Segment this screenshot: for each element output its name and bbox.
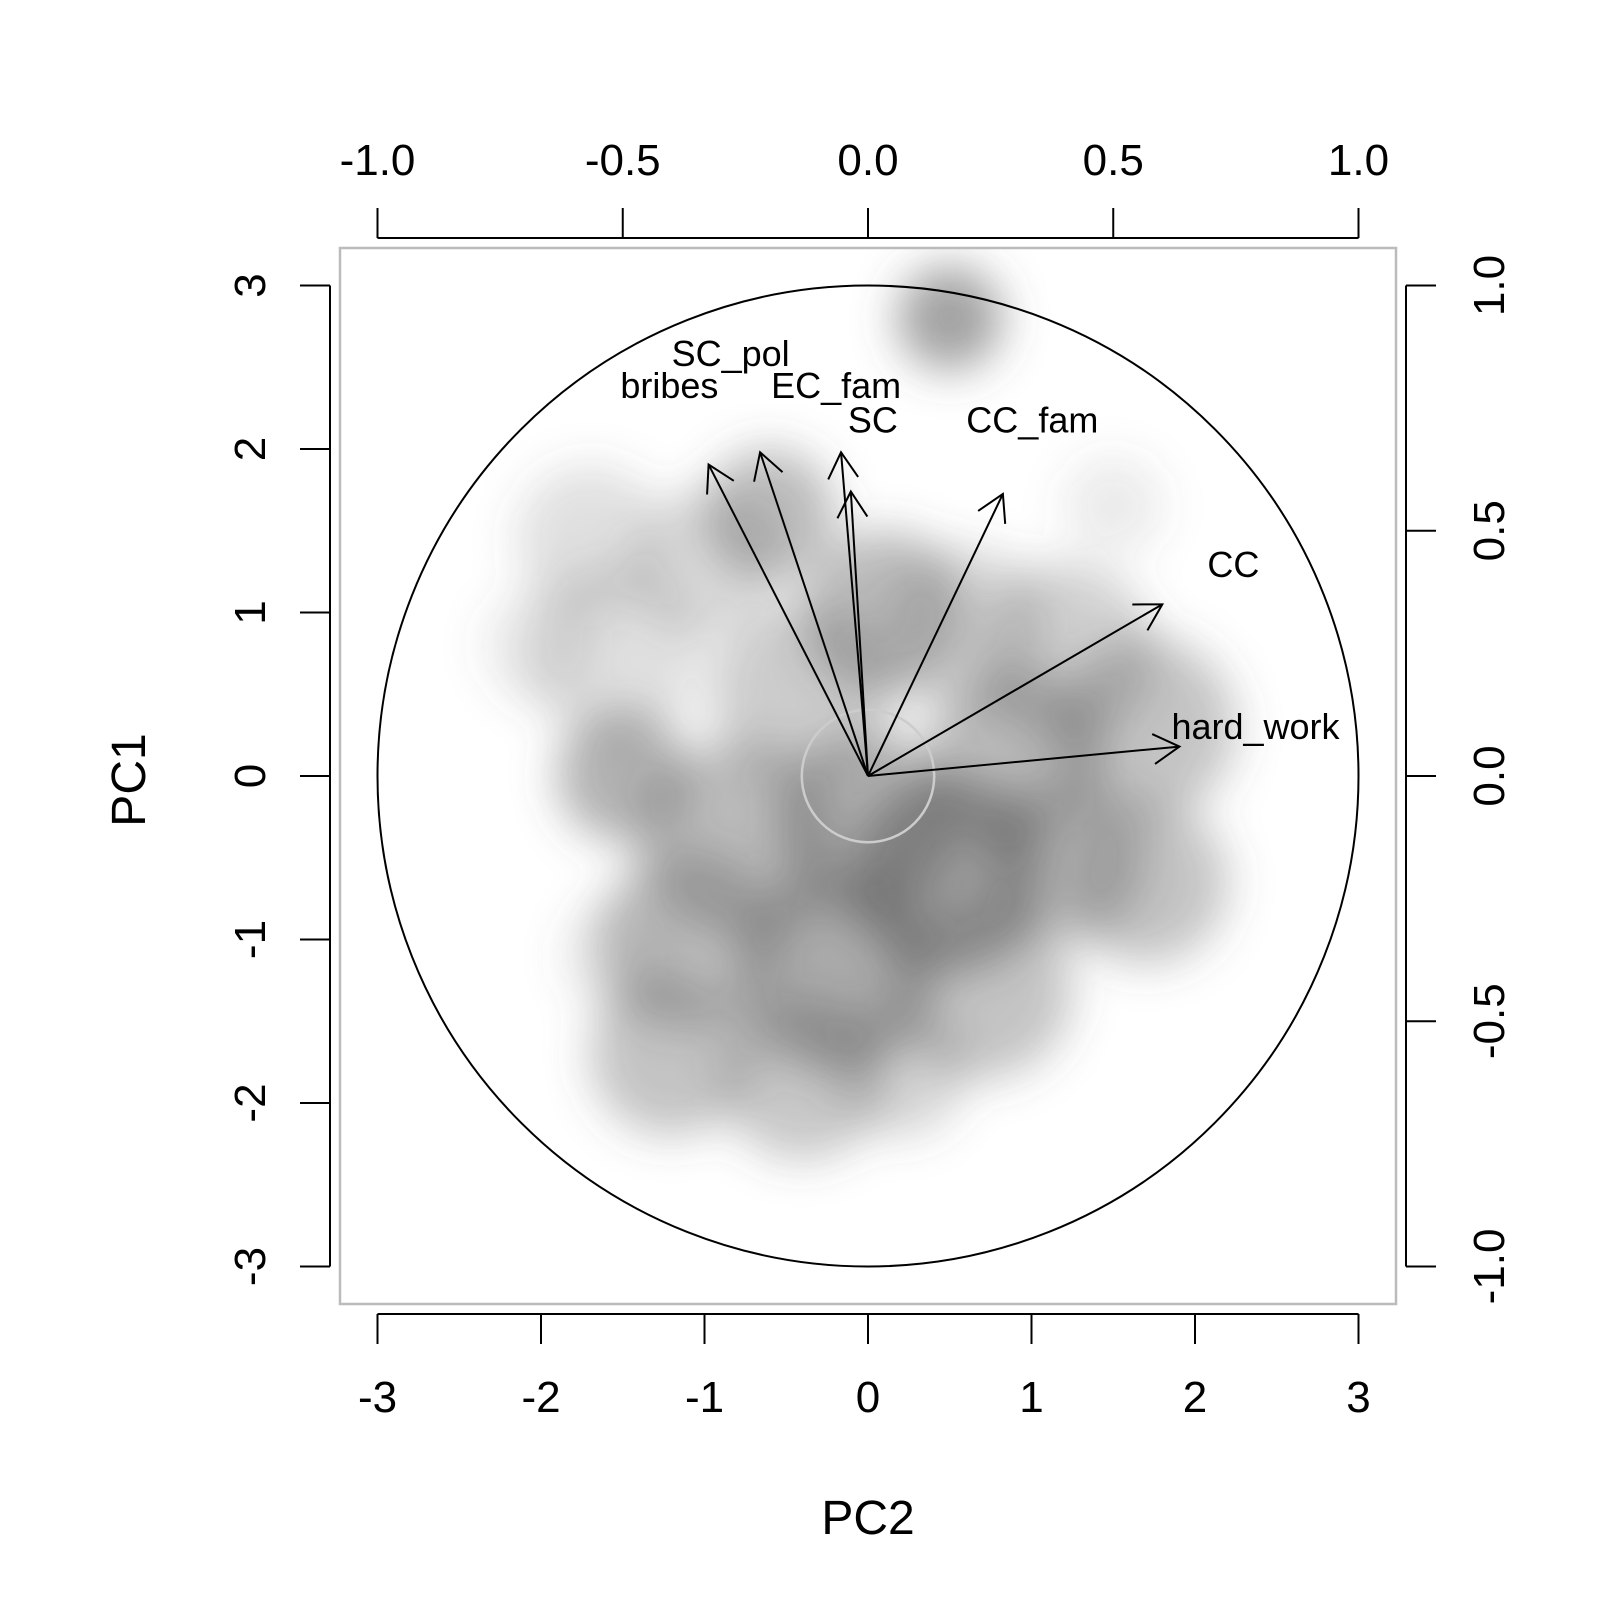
- y-tick-label-0: -3: [226, 1247, 275, 1286]
- loading-arrow-EC_fam: [840, 452, 869, 777]
- loading-arrow-SC_pol: [707, 464, 869, 777]
- variable-label-SC: SC: [848, 399, 898, 440]
- loading-arrow-SC: [849, 491, 869, 777]
- left-axis: -3 -2 -1 0 1 2 3: [226, 273, 331, 1286]
- y-axis-title: PC1: [103, 733, 156, 826]
- top-tick-label-4: 1.0: [1328, 136, 1389, 185]
- variable-label-bribes: bribes: [620, 365, 718, 406]
- right-tick-label-0: -1.0: [1465, 1229, 1514, 1305]
- loading-arrow-bribes: [759, 451, 869, 777]
- top-tick-label-2: 0.0: [837, 136, 898, 185]
- arrowhead-bribes: [753, 450, 784, 482]
- variable-label-hard_work: hard_work: [1171, 706, 1340, 747]
- loading-arrow-hard_work: [867, 745, 1180, 777]
- density-blob-24: [982, 776, 1146, 940]
- bottom-axis: -3 -2 -1 0 1 2 3: [358, 1313, 1371, 1422]
- y-tick-label-2: -1: [226, 920, 275, 959]
- density-layer: [483, 265, 1236, 1161]
- density-blob-25: [483, 587, 599, 703]
- correlation-circle: [376, 284, 1360, 1268]
- arrowhead-SC: [836, 489, 869, 519]
- x-tick-label-5: 2: [1183, 1373, 1207, 1422]
- top-tick-label-0: -1.0: [340, 136, 416, 185]
- x-tick-label-2: -1: [685, 1373, 724, 1422]
- density-blob-23: [712, 604, 893, 785]
- density-blob-0: [897, 265, 1003, 371]
- y-tick-label-5: 2: [226, 437, 275, 461]
- right-tick-label-1: -0.5: [1465, 983, 1514, 1059]
- x-tick-label-6: 3: [1346, 1373, 1370, 1422]
- arrowhead-CC: [1132, 603, 1165, 631]
- arrowhead-EC_fam: [827, 450, 859, 480]
- arrowhead-CC_fam: [977, 492, 1007, 524]
- circles-layer: [376, 284, 1360, 1268]
- variable-label-CC: CC: [1207, 544, 1259, 585]
- right-tick-label-4: 1.0: [1465, 255, 1514, 316]
- y-tick-label-6: 3: [226, 273, 275, 297]
- variable-label-EC_fam: EC_fam: [771, 365, 901, 406]
- arrowhead-SC_pol: [706, 462, 735, 495]
- density-blob-11: [1064, 457, 1163, 556]
- top-tick-label-3: 0.5: [1083, 136, 1144, 185]
- x-tick-label-3: 0: [856, 1373, 880, 1422]
- top-axis: -1.0 -0.5 0.0 0.5 1.0: [340, 136, 1389, 239]
- x-tick-label-4: 1: [1019, 1373, 1043, 1422]
- density-blob-19: [720, 996, 885, 1161]
- loading-arrow-CC: [867, 603, 1163, 777]
- x-tick-label-1: -2: [521, 1373, 560, 1422]
- loading-arrows: [706, 450, 1182, 777]
- right-tick-label-3: 0.5: [1465, 500, 1514, 561]
- y-tick-label-4: 1: [226, 600, 275, 624]
- variable-label-CC_fam: CC_fam: [966, 399, 1098, 440]
- density-blob-20: [835, 1004, 967, 1136]
- right-axis: -1.0 -0.5 0.0 0.5 1.0: [1405, 255, 1514, 1305]
- plot-frame: [338, 246, 1398, 1306]
- density-blob-5: [630, 489, 779, 638]
- variable-label-SC_pol: SC_pol: [672, 333, 790, 374]
- y-tick-label-1: -2: [226, 1083, 275, 1122]
- right-tick-label-2: 0.0: [1465, 745, 1514, 806]
- arrowhead-hard_work: [1151, 733, 1182, 765]
- y-tick-label-3: 0: [226, 764, 275, 788]
- loading-arrow-CC_fam: [867, 493, 1004, 777]
- density-blob-21: [565, 898, 680, 1014]
- x-axis-title: PC2: [821, 1492, 914, 1545]
- inner-circle: [800, 708, 936, 844]
- x-tick-label-0: -3: [358, 1373, 397, 1422]
- density-blob-18: [590, 972, 754, 1136]
- top-tick-label-1: -0.5: [585, 136, 661, 185]
